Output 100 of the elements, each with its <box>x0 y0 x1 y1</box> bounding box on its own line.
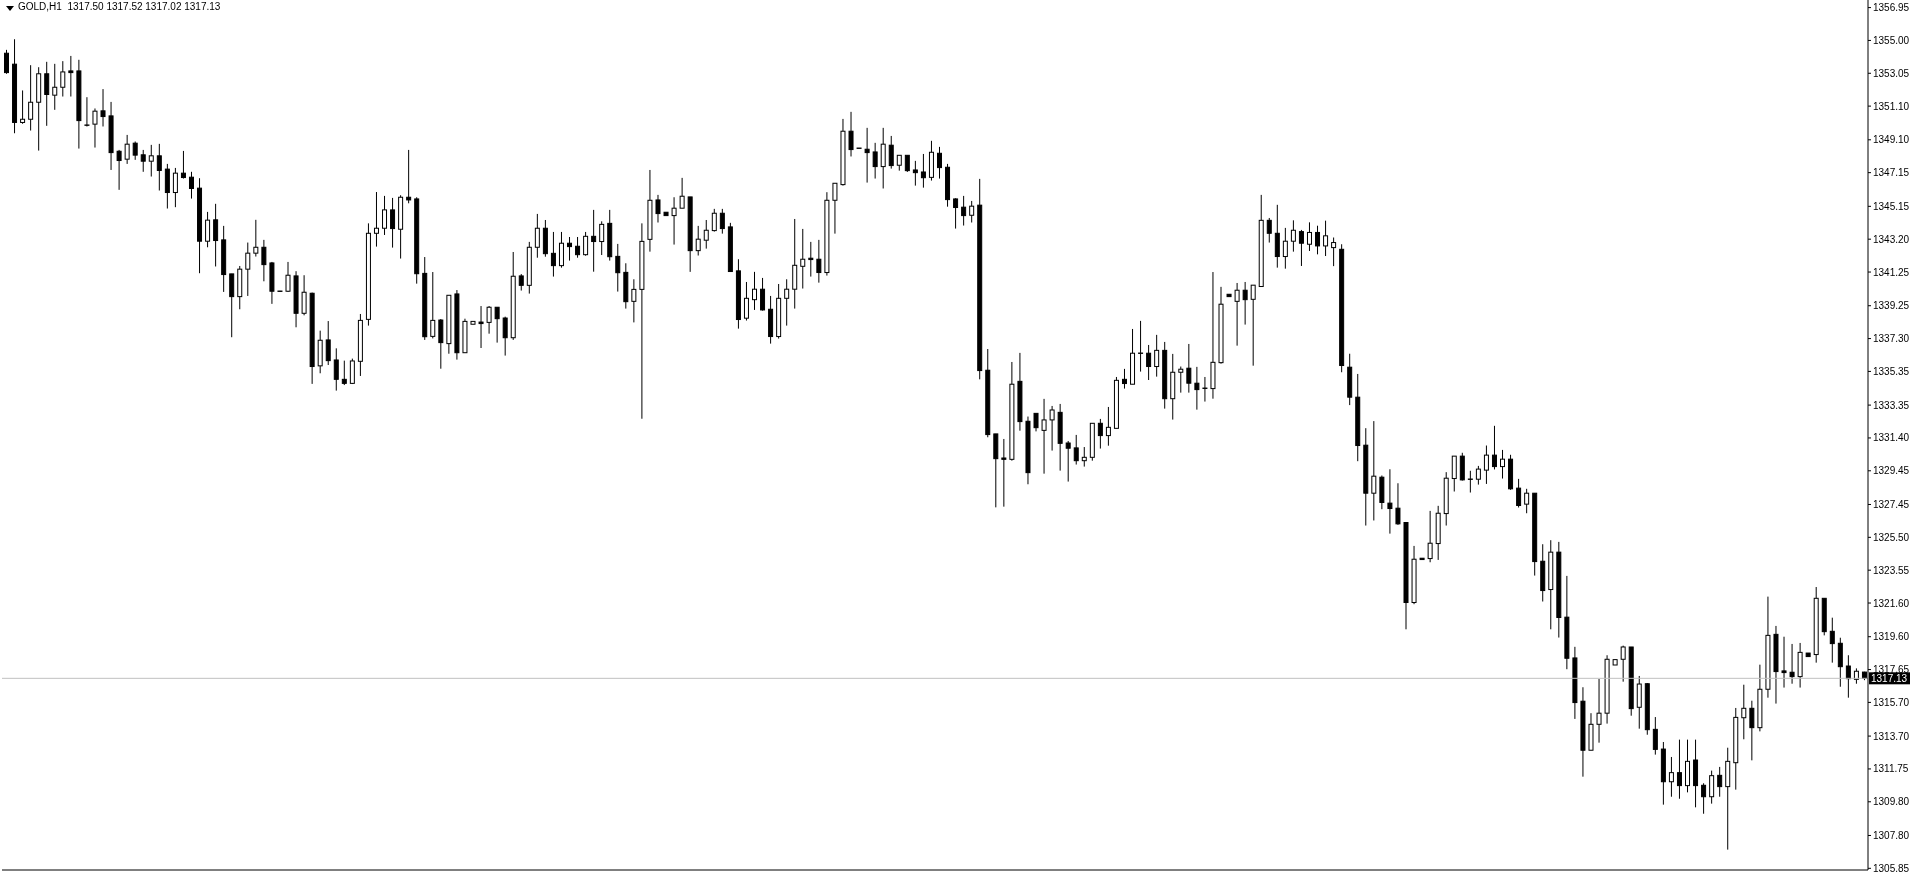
candlestick <box>848 111 854 157</box>
candlestick <box>116 149 122 191</box>
candlestick <box>703 219 709 250</box>
candlestick <box>373 191 379 248</box>
candlestick <box>969 200 975 224</box>
candlestick <box>1475 465 1481 486</box>
candlestick <box>550 231 556 278</box>
y-tick-label: 1307.80 <box>1873 830 1910 842</box>
candlestick <box>486 305 492 335</box>
y-tick-label: 1329.45 <box>1873 465 1910 477</box>
candlestick <box>44 61 50 127</box>
candlestick <box>961 195 967 227</box>
candlestick <box>1178 366 1184 394</box>
candlestick <box>1483 445 1489 485</box>
candlestick <box>4 49 9 75</box>
candlestick <box>1194 366 1200 411</box>
candlestick <box>349 358 355 385</box>
y-tick-label: 1305.85 <box>1873 862 1910 872</box>
candlestick <box>1620 645 1626 683</box>
y-tick-label: 1319.60 <box>1873 631 1910 643</box>
candlestick <box>1306 221 1312 252</box>
candlestick <box>172 167 178 208</box>
candlestick <box>1676 739 1682 800</box>
y-tick-label: 1323.55 <box>1873 564 1910 576</box>
candlestick <box>937 146 942 180</box>
candlestick <box>253 219 259 258</box>
candlestick <box>132 140 138 161</box>
candlestick <box>655 194 661 224</box>
y-tick-label: 1339.25 <box>1873 300 1910 312</box>
candlestick <box>1491 425 1497 470</box>
candlestick <box>390 197 396 249</box>
candlestick <box>591 209 597 273</box>
candlestick <box>124 134 130 165</box>
candlestick <box>1789 643 1795 685</box>
candlestick <box>1234 282 1240 347</box>
candlestick <box>1242 281 1248 326</box>
candlestick <box>1298 229 1304 267</box>
candlestick <box>261 239 267 282</box>
candlestick <box>679 177 685 209</box>
candlestick <box>148 144 154 178</box>
candlestick <box>1451 455 1457 493</box>
candlestick <box>575 236 581 259</box>
candlestick <box>864 127 870 184</box>
candlestick <box>760 277 766 312</box>
candlestick <box>816 239 822 284</box>
candlestick <box>880 127 886 189</box>
candlestick <box>333 347 339 392</box>
candlestick <box>1652 716 1658 756</box>
candlestick <box>1781 636 1787 689</box>
candlestick <box>1596 678 1602 744</box>
candlestick <box>60 60 66 98</box>
candlestick <box>1709 770 1715 805</box>
candlestick <box>631 278 637 323</box>
candlestick <box>832 182 838 235</box>
candlestick <box>1845 654 1851 699</box>
candlestick <box>1154 334 1160 378</box>
candlestick <box>502 316 508 357</box>
candlestick <box>1186 343 1192 394</box>
candlestick <box>1033 412 1039 432</box>
candlestick <box>599 220 605 256</box>
candlestick <box>615 243 621 293</box>
candlestick <box>953 197 959 230</box>
candlestick <box>1065 440 1071 483</box>
candlestick <box>406 149 412 204</box>
candlestick <box>583 231 589 257</box>
candlestick <box>140 149 146 173</box>
y-tick-label: 1311.75 <box>1873 763 1909 775</box>
candlestick <box>1146 344 1152 381</box>
candlestick <box>1387 468 1393 535</box>
chart-title: GOLD,H1 1317.50 1317.52 1317.02 1317.13 <box>18 1 221 12</box>
candlestick <box>205 211 211 248</box>
y-tick-label: 1315.70 <box>1873 696 1910 708</box>
candlestick <box>1395 482 1401 526</box>
y-tick-label: 1335.35 <box>1873 365 1910 377</box>
candlestick <box>1097 418 1103 450</box>
candlestick <box>52 63 58 111</box>
candlestick <box>285 261 291 293</box>
candlestick <box>1701 782 1707 815</box>
y-tick-label: 1327.45 <box>1873 499 1910 511</box>
y-tick-label: 1355.00 <box>1873 34 1910 46</box>
candlestick <box>1749 700 1755 761</box>
candlestick <box>92 107 98 149</box>
y-tick-label: 1325.50 <box>1873 531 1910 543</box>
y-tick-label: 1353.05 <box>1873 67 1910 79</box>
candlestick <box>1282 227 1288 270</box>
candlestick <box>1274 204 1280 269</box>
candlestick <box>430 271 436 339</box>
y-tick-label: 1331.40 <box>1873 432 1910 444</box>
candlestick <box>301 274 307 316</box>
candlestick <box>382 195 388 236</box>
candlestick <box>1001 438 1007 508</box>
y-tick-label: 1351.10 <box>1873 100 1910 112</box>
candlestick <box>1105 406 1111 447</box>
candlestick <box>912 160 918 187</box>
candlestick <box>1266 217 1272 244</box>
candlestick <box>1829 617 1835 664</box>
candlestick <box>567 236 573 262</box>
y-tick-label: 1343.20 <box>1873 233 1910 245</box>
candlestick <box>1837 637 1843 688</box>
candlestick <box>1331 237 1337 267</box>
